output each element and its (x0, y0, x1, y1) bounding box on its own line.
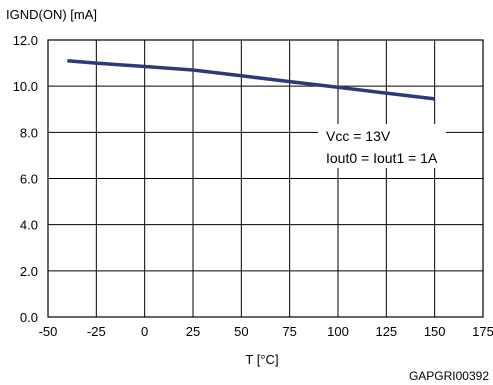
series-line (67, 59, 435, 101)
x-tick-label: 150 (424, 324, 446, 339)
annotation-text: Vcc = 13V (326, 128, 391, 144)
grid (47, 39, 484, 318)
annotation-text: Iout0 = Iout1 = 1A (326, 150, 438, 166)
x-tick-label: 125 (375, 324, 397, 339)
y-tick-label: 6.0 (20, 172, 38, 187)
x-tick-label: 75 (282, 324, 296, 339)
figure-code: GAPGRI00392 (409, 369, 489, 383)
y-tick-label: 2.0 (20, 264, 38, 279)
x-tick-label: 100 (327, 324, 349, 339)
annotation-background (318, 124, 446, 168)
x-tick-label: 50 (234, 324, 248, 339)
x-tick-label: 25 (186, 324, 200, 339)
annotation-box: Vcc = 13V Iout0 = Iout1 = 1A (318, 124, 446, 168)
x-tick-labels: -50 -25 0 25 50 75 100 125 150 175 (39, 324, 493, 339)
series (67, 59, 435, 101)
x-tick-label: 175 (472, 324, 493, 339)
y-tick-label: 8.0 (20, 125, 38, 140)
x-tick-label: 0 (141, 324, 148, 339)
y-tick-label: 10.0 (13, 79, 38, 94)
y-tick-labels: 0.0 2.0 4.0 6.0 8.0 10.0 12.0 (13, 33, 38, 325)
x-axis-label: T [°C] (245, 352, 278, 367)
x-tick-label: -50 (39, 324, 58, 339)
x-tick-label: -25 (87, 324, 106, 339)
y-tick-label: 0.0 (20, 310, 38, 325)
y-axis-label: IGND(ON) [mA] (6, 7, 97, 22)
plot-frame (47, 39, 484, 318)
y-tick-label: 4.0 (20, 218, 38, 233)
y-tick-label: 12.0 (13, 33, 38, 48)
